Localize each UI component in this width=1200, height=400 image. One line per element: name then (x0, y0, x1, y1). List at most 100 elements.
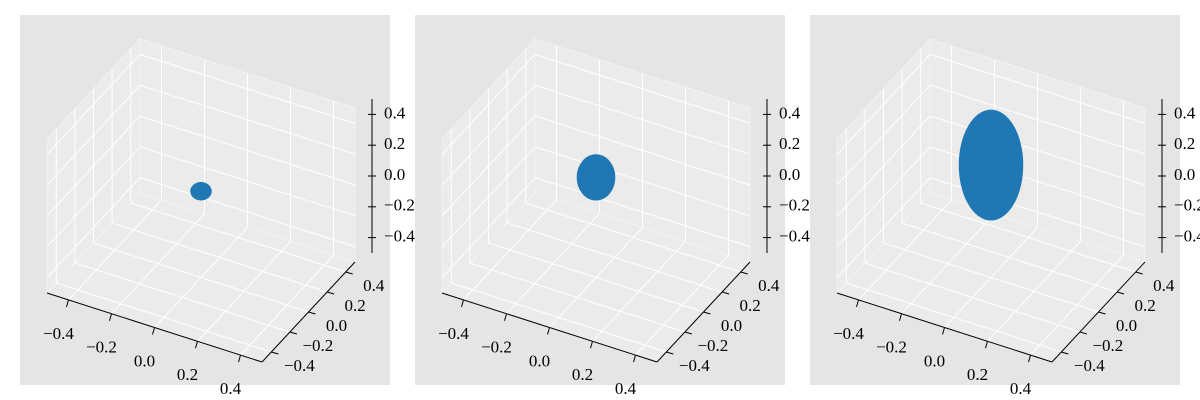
y-tick (345, 271, 353, 275)
grid-line (864, 262, 1081, 333)
grid-line (469, 262, 686, 333)
grid-line (441, 84, 536, 186)
grid-line (111, 222, 328, 293)
grid-line (130, 202, 346, 273)
y-tick-label: 0.0 (1116, 316, 1137, 335)
grid-line (534, 53, 751, 124)
y-tick (740, 271, 748, 275)
grid-line (836, 54, 931, 155)
x-tick-label: 0.2 (967, 365, 988, 384)
z-tick-label: 0.0 (384, 165, 405, 184)
x-tick (899, 313, 902, 321)
y-tick-label: 0.0 (326, 316, 347, 335)
x-tick-label: 0.4 (220, 379, 242, 398)
grid-line (441, 54, 536, 155)
x-tick (590, 341, 593, 349)
grid-line (534, 146, 751, 217)
y-tick (326, 291, 335, 295)
x-tick (633, 354, 636, 363)
y-tick (684, 331, 693, 335)
grid-line (534, 84, 751, 155)
x-tick (109, 313, 112, 321)
z-tick-label: 0.4 (779, 103, 801, 122)
y-tick (1079, 331, 1088, 335)
grid-line (139, 84, 356, 155)
grid-line (441, 146, 536, 248)
y-tick (721, 291, 730, 295)
subplot: −0.4−0.20.00.20.4−0.4−0.20.00.20.4−0.4−0… (810, 15, 1200, 398)
z-tick-label: −0.2 (779, 196, 810, 215)
z-tick-label: −0.2 (384, 196, 415, 215)
z-tick-label: 0.4 (384, 103, 406, 122)
grid-line (441, 177, 536, 278)
x-tick (985, 341, 988, 349)
y-tick-label: 0.2 (739, 296, 760, 315)
grid-line (46, 54, 141, 155)
x-tick (942, 327, 945, 335)
x-tick (66, 299, 69, 308)
z-tick-label: 0.2 (779, 134, 800, 153)
grid-line (451, 282, 667, 353)
grid-line (139, 115, 356, 186)
y-tick-label: −0.4 (284, 356, 315, 375)
y-tick-label: −0.4 (1074, 356, 1105, 375)
grid-line (525, 202, 741, 273)
surface (190, 182, 212, 201)
y-tick-label: −0.4 (679, 356, 710, 375)
x-tick-label: −0.2 (481, 338, 512, 357)
surface (958, 109, 1024, 221)
y-tick-label: 0.4 (363, 276, 385, 295)
grid-line (534, 115, 751, 186)
grid-line (46, 146, 141, 248)
z-tick-label: 0.0 (779, 165, 800, 184)
grid-line (506, 222, 723, 293)
y-tick-label: 0.4 (1153, 276, 1175, 295)
x-tick-label: −0.4 (43, 324, 74, 343)
x-tick-label: 0.0 (134, 351, 155, 370)
y-tick (289, 331, 298, 335)
x-tick (1028, 354, 1031, 363)
x-tick-label: 0.4 (615, 379, 637, 398)
z-tick-label: −0.4 (1174, 227, 1200, 246)
y-tick (1116, 291, 1125, 295)
subplot: −0.4−0.20.00.20.4−0.4−0.20.00.20.4−0.4−0… (20, 15, 415, 398)
x-tick-label: −0.2 (86, 338, 117, 357)
x-tick (238, 354, 241, 363)
grid-line (46, 115, 141, 217)
y-tick (271, 351, 279, 355)
grid-line (139, 146, 356, 217)
x-tick (856, 299, 859, 308)
grid-line (836, 115, 931, 217)
grid-line (139, 177, 356, 248)
grid-line (836, 84, 931, 186)
x-tick (547, 327, 550, 335)
y-tick (1098, 311, 1106, 315)
x-tick (152, 327, 155, 335)
grid-line (534, 177, 751, 248)
y-tick (666, 351, 674, 355)
grid-line (846, 282, 1062, 353)
x-tick-label: −0.2 (876, 338, 907, 357)
y-tick (1061, 351, 1069, 355)
grid-line (46, 84, 141, 186)
y-tick-label: 0.2 (344, 296, 365, 315)
z-tick-label: −0.4 (384, 227, 415, 246)
grid-line (920, 202, 1136, 273)
grid-line (929, 115, 1146, 186)
z-tick-label: 0.0 (1174, 165, 1195, 184)
x-tick (504, 313, 507, 321)
grid-line (56, 282, 272, 353)
x-tick-label: 0.2 (572, 365, 593, 384)
x-tick-label: −0.4 (438, 324, 469, 343)
y-tick-label: 0.2 (1134, 296, 1155, 315)
grid-line (883, 242, 1099, 313)
y-tick-label: −0.2 (697, 336, 728, 355)
grid-line (836, 177, 931, 278)
y-tick-label: 0.0 (721, 316, 742, 335)
grid-line (929, 84, 1146, 155)
y-tick (308, 311, 316, 315)
x-tick-label: 0.0 (529, 351, 550, 370)
grid-line (74, 262, 291, 333)
grid-line (46, 177, 141, 278)
